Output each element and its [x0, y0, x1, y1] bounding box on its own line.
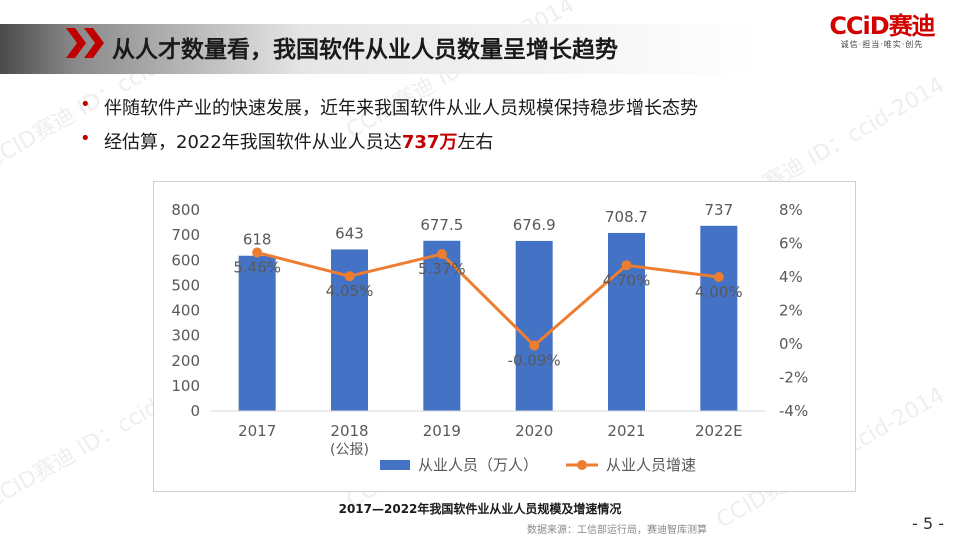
- y-right-tick-label: 4%: [779, 268, 803, 286]
- y-left-tick-label: 600: [171, 251, 200, 269]
- y-left-tick-label: 800: [171, 201, 200, 219]
- y-left-tick-label: 700: [171, 226, 200, 244]
- bullet-text: 左右: [457, 132, 494, 153]
- page-number: - 5 -: [912, 514, 944, 533]
- data-source: 数据来源：工信部运行局，赛迪智库测算: [527, 525, 707, 536]
- chart-container: 0 100 200 300 400 500 600 700 800 -4% -2% 0% 2% 4% 6% 8…: [153, 181, 856, 492]
- y-left-tick-label: 500: [171, 276, 200, 294]
- growth-line: [256, 251, 720, 348]
- y-right-tick-label: 0%: [779, 335, 803, 353]
- y-left-tick-label: 0: [190, 402, 200, 420]
- bar: [608, 232, 645, 411]
- y-left-tick-label: 200: [171, 352, 200, 370]
- chart-caption: 2017—2022年我国软件业从业人员规模及增速情况: [338, 502, 622, 516]
- line-value-label: 5.46%: [233, 259, 281, 277]
- y-left-tick-label: 100: [171, 377, 200, 395]
- bullet-item: 经估算，2022年我国软件从业人员达737万左右: [80, 128, 698, 154]
- bullet-list: 伴随软件产业的快速发展，近年来我国软件从业人员规模保持稳步增长态势 经估算，20…: [80, 94, 698, 162]
- line-point: [344, 271, 355, 282]
- bullet-text: 伴随软件产业的快速发展，近年来我国软件从业人员规模保持稳步增长态势: [104, 98, 698, 119]
- x-tick-sublabel: (公报): [330, 442, 369, 458]
- combo-chart: 0 100 200 300 400 500 600 700 800 -4% -2% 0% 2% 4% 6% 8…: [171, 201, 808, 474]
- x-tick-label: 2018: [330, 422, 368, 440]
- slide-title: 从人才数量看，我国软件从业人员数量呈增长趋势: [112, 37, 618, 63]
- legend-bar-label: 从业人员（万人）: [418, 456, 538, 474]
- legend-line-marker: [577, 460, 587, 470]
- x-tick-label: 2020: [515, 422, 553, 440]
- y-right-tick-label: -2%: [779, 369, 808, 387]
- bullet-highlight: 737万: [401, 132, 458, 153]
- line-value-label: 4.00%: [695, 283, 743, 301]
- bar-value-label: 737: [705, 201, 734, 219]
- legend-bar-swatch: [380, 460, 410, 470]
- title-bar: [0, 24, 760, 74]
- bullet-item: 伴随软件产业的快速发展，近年来我国软件从业人员规模保持稳步增长态势: [80, 94, 698, 120]
- ccid-logo: CCiD赛迪 诚信·担当·唯实·创先: [822, 12, 942, 50]
- bar: [700, 225, 738, 411]
- y-right-tick-label: 8%: [779, 201, 803, 219]
- line-value-label: 4.05%: [326, 282, 374, 300]
- y-right-tick-label: 6%: [779, 235, 803, 253]
- bar-value-label: 677.5: [420, 216, 463, 234]
- bar-value-label: 618: [243, 231, 272, 249]
- x-tick-label: 2017: [238, 422, 276, 440]
- bar: [515, 240, 553, 411]
- y-left-tick-label: 300: [171, 327, 200, 345]
- line-point: [621, 260, 632, 271]
- y-right-tick-label: 2%: [779, 302, 803, 320]
- logo-tagline: 诚信·担当·唯实·创先: [840, 40, 924, 49]
- x-tick-label: 2022E: [695, 422, 743, 440]
- line-point: [252, 247, 263, 258]
- line-value-label: 5.37%: [418, 260, 466, 278]
- legend-line-label: 从业人员增速: [606, 456, 696, 474]
- bullet-text: 经估算，2022年我国软件从业人员达: [104, 132, 402, 153]
- bar: [423, 240, 461, 411]
- x-tick-label: 2019: [423, 422, 461, 440]
- bar: [238, 255, 276, 411]
- bar-value-label: 676.9: [513, 216, 556, 234]
- y-left-tick-label: 400: [171, 302, 200, 320]
- line-point: [713, 272, 724, 282]
- bar-value-label: 643: [335, 224, 364, 242]
- y-right-tick-label: -4%: [779, 402, 808, 420]
- line-value-label: 4.70%: [603, 271, 651, 289]
- line-value-label: -0.09%: [508, 352, 561, 370]
- x-tick-label: 2021: [607, 422, 645, 440]
- line-point: [529, 340, 540, 351]
- bar-value-label: 708.7: [605, 208, 648, 226]
- line-point: [436, 249, 447, 260]
- logo-text: CCiD赛迪: [829, 12, 935, 40]
